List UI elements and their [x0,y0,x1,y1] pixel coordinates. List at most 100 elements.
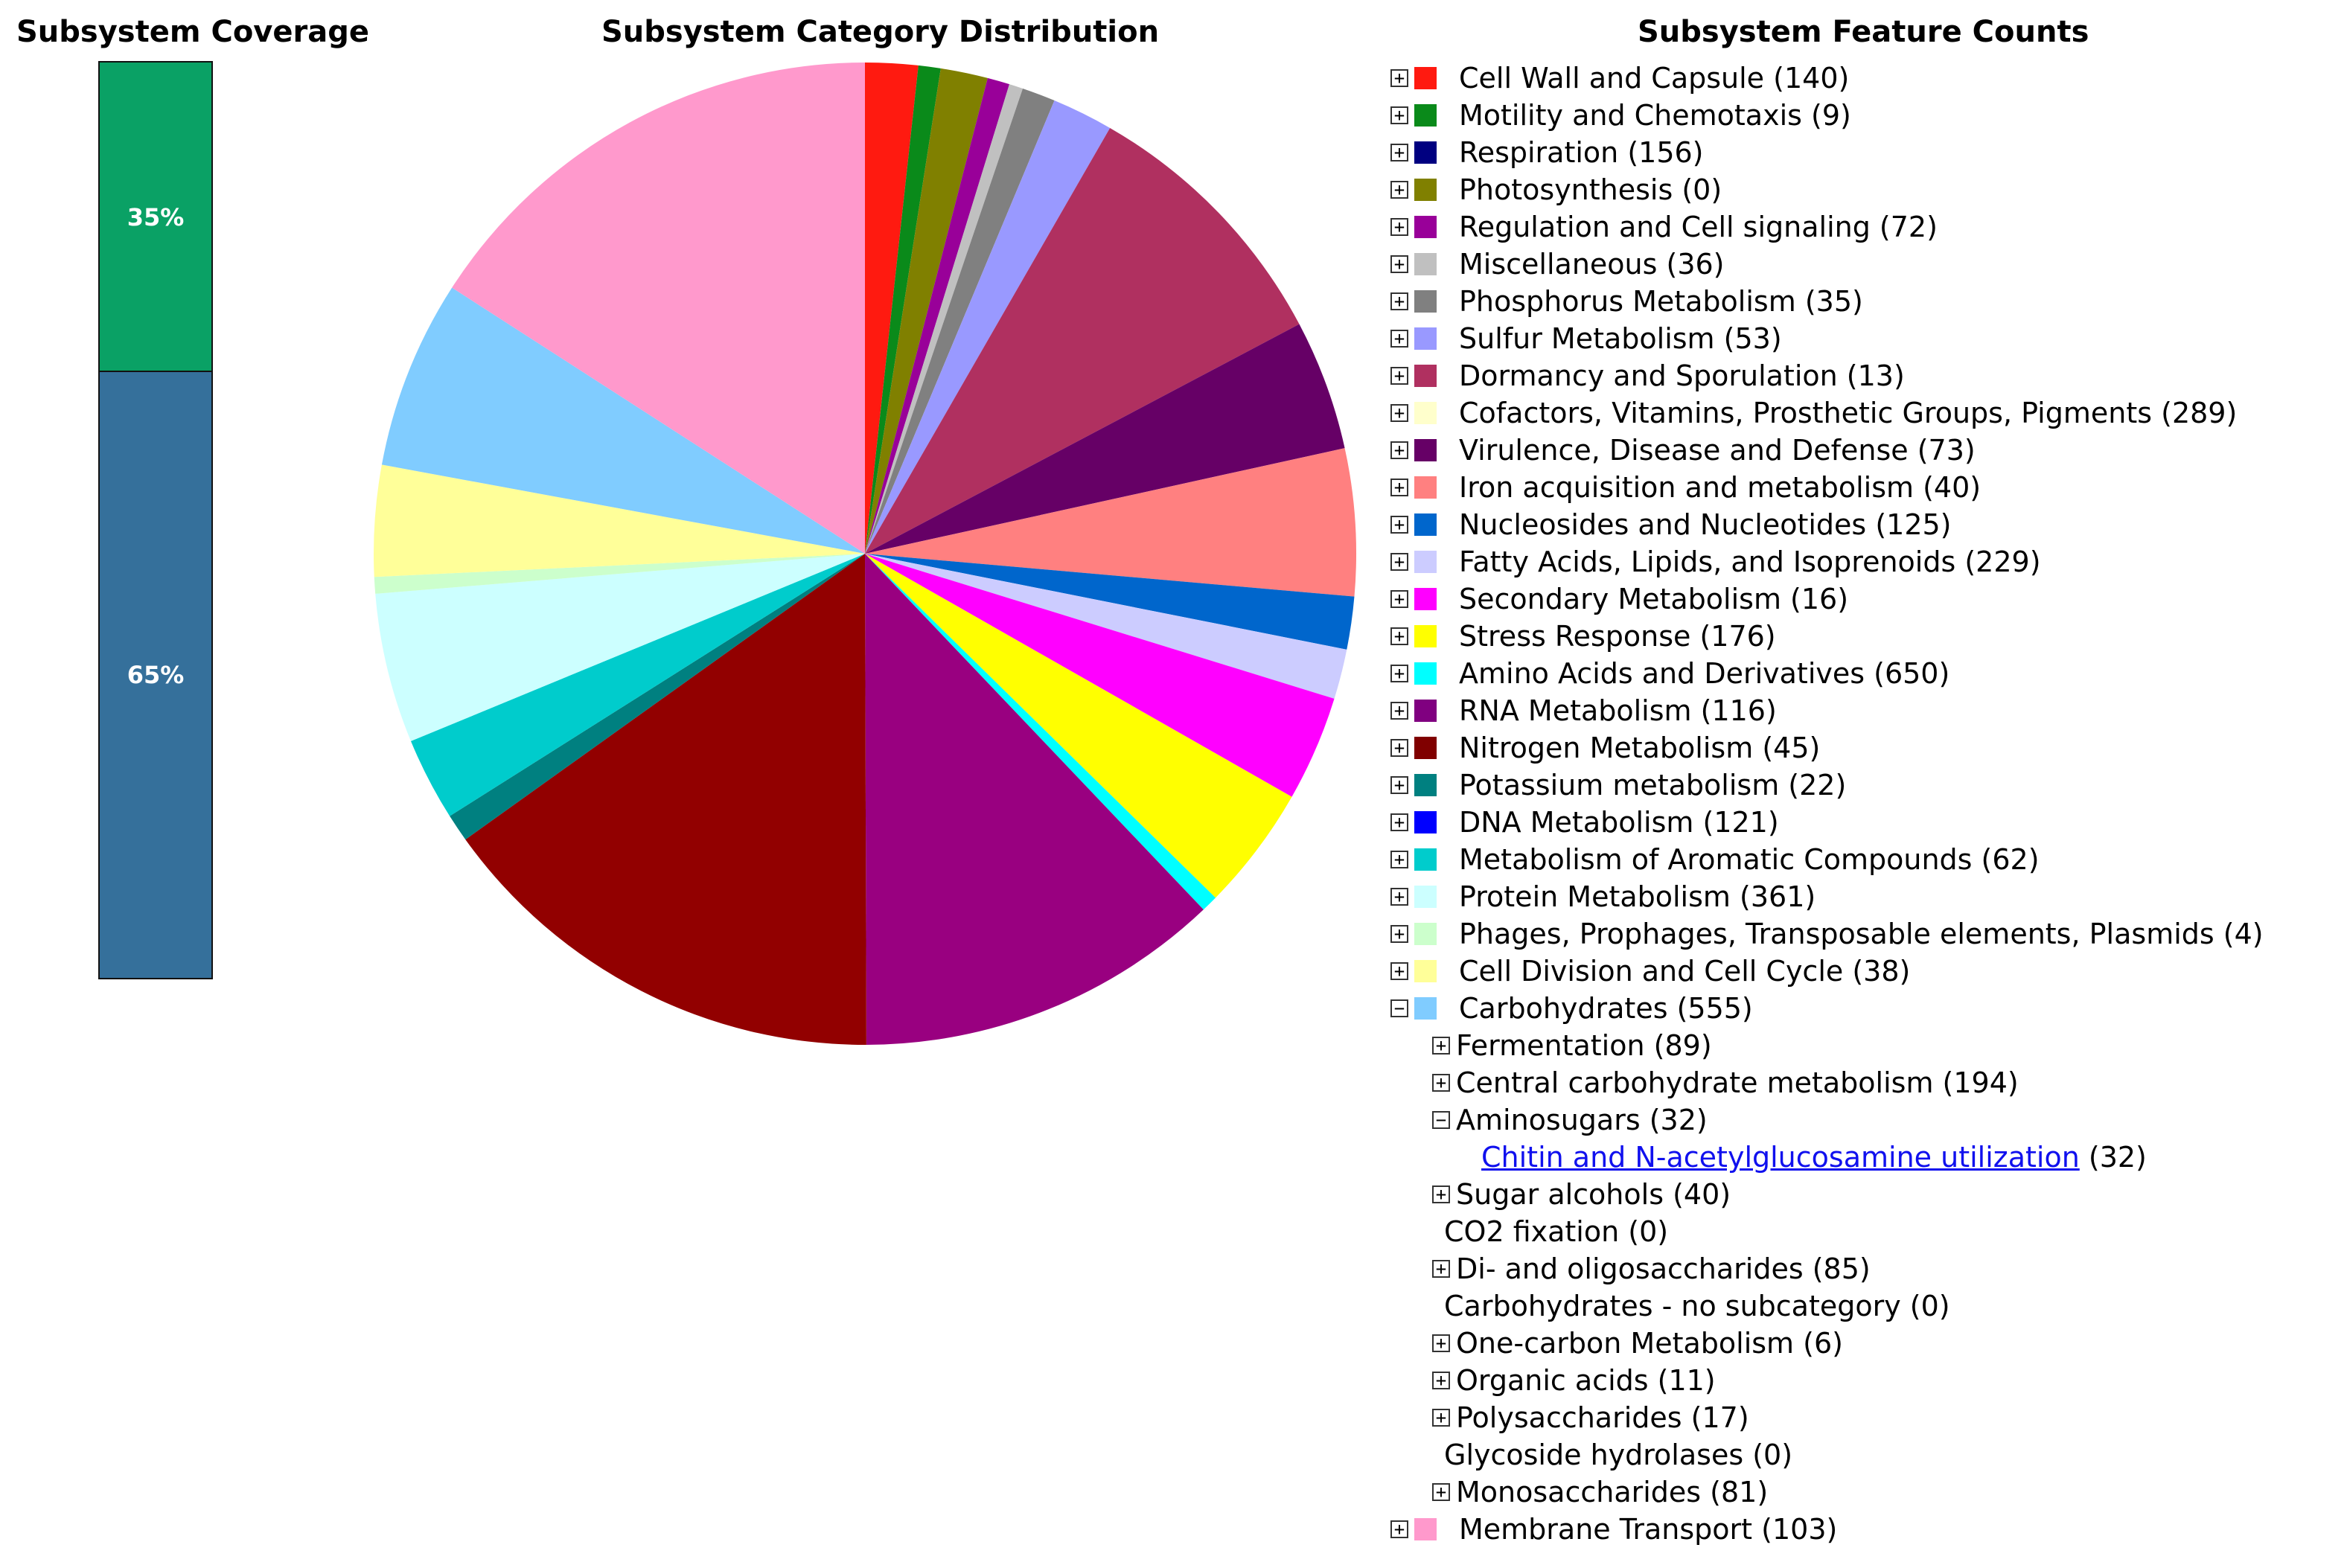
expand-icon[interactable]: + [1390,106,1408,124]
legend-swatch [1414,923,1437,945]
legend-swatch [1414,1518,1437,1540]
pie-slice [450,554,865,840]
legend-swatch [1414,848,1437,871]
pie-slice [374,554,865,594]
category-pie-chart [374,63,1356,1045]
pie-slice [865,554,1355,650]
expand-icon[interactable]: + [1390,813,1408,831]
expand-icon[interactable]: + [1432,1409,1450,1427]
legend-swatch [1414,179,1437,201]
tree-row: + Stress Response (176) [1390,618,2336,655]
pie-slice [865,84,1023,554]
legend-swatch [1414,104,1437,127]
expand-icon[interactable]: + [1390,627,1408,645]
tree-row-label: One-carbon Metabolism (6) [1456,1327,1843,1360]
tree-row: + Nitrogen Metabolism (45) [1390,729,2336,767]
expand-icon[interactable]: + [1390,255,1408,273]
expand-icon[interactable]: + [1390,144,1408,161]
feature-counts-title: Subsystem Feature Counts [1638,15,2089,49]
tree-row-label: Regulation and Cell signaling (72) [1459,211,1938,243]
tree-row-label: Cofactors, Vitamins, Prosthetic Groups, … [1459,397,2238,429]
expand-icon[interactable]: + [1390,181,1408,199]
tree-row-label: Virulence, Disease and Defense (73) [1459,434,1976,467]
expand-icon[interactable]: + [1390,292,1408,310]
legend-swatch [1414,886,1437,908]
tree-row-label: (32) [2079,1141,2147,1174]
tree-row-label: RNA Metabolism (116) [1459,694,1777,727]
pie-slice [465,554,866,1045]
expand-icon[interactable]: + [1390,69,1408,87]
tree-row-label: Amino Acids and Derivatives (650) [1459,657,1950,690]
expand-icon[interactable]: + [1432,1260,1450,1278]
legend-swatch [1414,141,1437,164]
tree-row-label: Organic acids (11) [1456,1364,1716,1397]
pie-slice [865,554,1216,910]
expand-icon[interactable]: + [1432,1074,1450,1092]
pie-slice [865,77,1010,554]
expand-icon[interactable]: + [1432,1372,1450,1389]
expand-icon[interactable]: + [1390,590,1408,608]
tree-row: − Aminosugars (32) [1390,1101,2336,1139]
collapse-icon[interactable]: − [1390,999,1408,1017]
tree-row-label: Monosaccharides (81) [1456,1476,1769,1508]
expand-icon[interactable]: + [1432,1334,1450,1352]
expand-icon[interactable]: + [1390,553,1408,571]
expand-icon[interactable]: + [1390,330,1408,348]
expand-icon[interactable]: + [1390,218,1408,236]
tree-row: + Sulfur Metabolism (53) [1390,320,2336,357]
tree-row: + RNA Metabolism (116) [1390,692,2336,729]
tree-row: + Motility and Chemotaxis (9) [1390,97,2336,134]
expand-icon[interactable]: + [1432,1483,1450,1501]
pie-slice [865,88,1055,554]
tree-row: + Potassium metabolism (22) [1390,767,2336,804]
tree-row-label: Nitrogen Metabolism (45) [1459,732,1821,764]
expand-icon[interactable]: + [1390,665,1408,682]
pie-slice [865,554,1335,797]
tree-row-label: Phosphorus Metabolism (35) [1459,285,1863,318]
expand-icon[interactable]: + [1390,367,1408,385]
tree-row: + Fatty Acids, Lipids, and Isoprenoids (2… [1390,543,2336,580]
expand-icon[interactable]: + [1432,1185,1450,1203]
expand-icon[interactable]: + [1390,1520,1408,1538]
tree-row: + Phages, Prophages, Transposable element… [1390,915,2336,953]
expand-icon[interactable]: + [1390,888,1408,906]
tree-row: + Organic acids (11) [1390,1362,2336,1399]
expand-icon[interactable]: + [1432,1037,1450,1055]
pie-slice [375,554,865,741]
legend-swatch [1414,737,1437,759]
expand-icon[interactable]: + [1390,479,1408,496]
tree-row: Carbohydrates - no subcategory (0) [1390,1287,2336,1325]
legend-swatch [1414,327,1437,350]
legend-swatch [1414,662,1437,685]
expand-icon[interactable]: + [1390,739,1408,757]
pie-slice [410,554,865,816]
expand-icon[interactable]: + [1390,441,1408,459]
expand-icon[interactable]: + [1390,925,1408,943]
feature-counts-tree: + Cell Wall and Capsule (140) + Motility an… [1390,60,2336,1548]
legend-swatch [1414,960,1437,982]
tree-row-label: Sulfur Metabolism (53) [1459,322,1782,355]
expand-icon[interactable]: + [1390,702,1408,720]
pie-slice [865,554,1347,699]
legend-swatch [1414,513,1437,536]
tree-row: + Monosaccharides (81) [1390,1473,2336,1511]
tree-row-label: CO2 fixation (0) [1444,1215,1669,1248]
expand-icon[interactable]: + [1390,851,1408,868]
tree-row-label: Potassium metabolism (22) [1459,769,1847,801]
subsystem-link[interactable]: Chitin and N-acetylglucosamine utilizati… [1481,1141,2080,1174]
coverage-segment-in-subsystem: 35% [98,61,213,374]
expand-icon[interactable]: + [1390,404,1408,422]
pie-slice [865,100,1111,554]
legend-swatch [1414,774,1437,796]
legend-swatch [1414,402,1437,424]
collapse-icon[interactable]: − [1432,1111,1450,1129]
pie-slice [865,554,1292,898]
legend-swatch [1414,476,1437,499]
legend-swatch [1414,811,1437,833]
tree-row: + Cell Division and Cell Cycle (38) [1390,953,2336,990]
expand-icon[interactable]: + [1390,962,1408,980]
legend-swatch [1414,253,1437,275]
tree-row: + Cofactors, Vitamins, Prosthetic Groups,… [1390,394,2336,432]
expand-icon[interactable]: + [1390,516,1408,534]
expand-icon[interactable]: + [1390,776,1408,794]
